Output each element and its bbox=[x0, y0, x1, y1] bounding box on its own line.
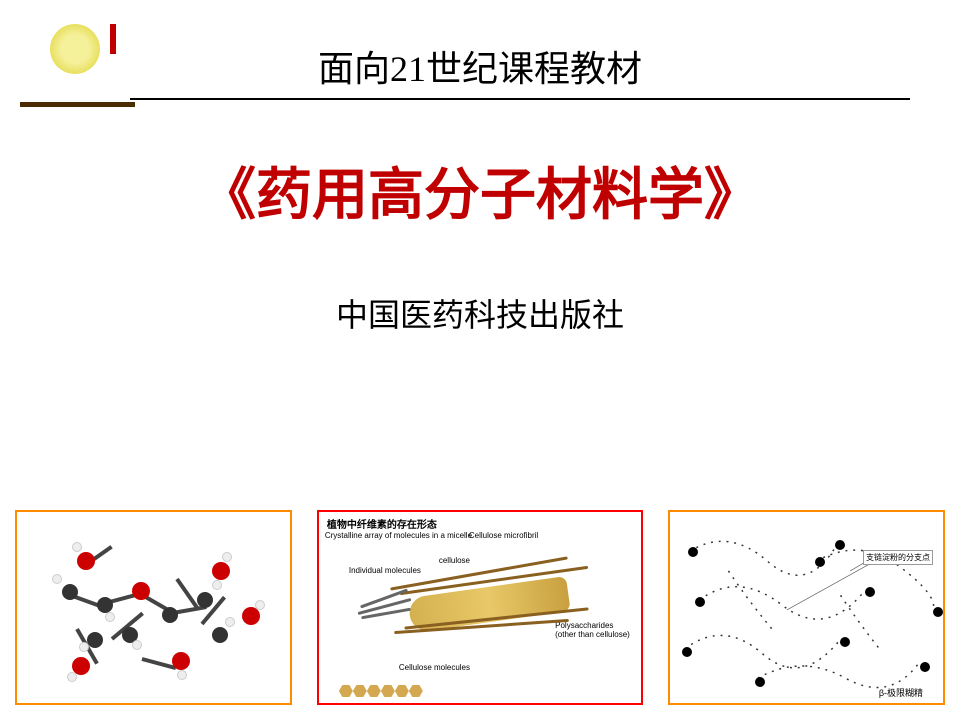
label-molecules: Cellulose molecules bbox=[399, 664, 470, 673]
sun-icon bbox=[50, 24, 100, 74]
decoration-corner bbox=[20, 24, 140, 104]
horizontal-divider bbox=[130, 98, 910, 100]
publisher-name: 中国医药科技出版社 bbox=[336, 290, 624, 336]
figure-row: 植物中纤维素的存在形态 Crystalline array of molecul… bbox=[15, 510, 945, 705]
polymer-svg bbox=[670, 512, 943, 703]
molecule-model bbox=[17, 512, 290, 703]
polymer-annotation: 支链淀粉的分支点 bbox=[863, 550, 933, 565]
label-microfibril: Cellulose microfibril bbox=[469, 532, 538, 541]
subtitle: 面向21世纪课程教材 bbox=[318, 40, 642, 92]
fiber-illustration bbox=[349, 557, 579, 647]
polymer-footer: β-极限糊精 bbox=[879, 689, 923, 699]
main-title: 《药用高分子材料学》 bbox=[200, 150, 760, 231]
brown-underline bbox=[20, 102, 135, 107]
figure-polymer-chain: 支链淀粉的分支点 β-极限糊精 bbox=[668, 510, 945, 705]
red-accent-mark bbox=[110, 24, 116, 54]
label-crystalline: Crystalline array of molecules in a mice… bbox=[325, 532, 472, 541]
figure-cellulose: 植物中纤维素的存在形态 Crystalline array of molecul… bbox=[317, 510, 643, 705]
figure-molecule bbox=[15, 510, 292, 705]
cellulose-title: 植物中纤维素的存在形态 bbox=[327, 516, 437, 531]
